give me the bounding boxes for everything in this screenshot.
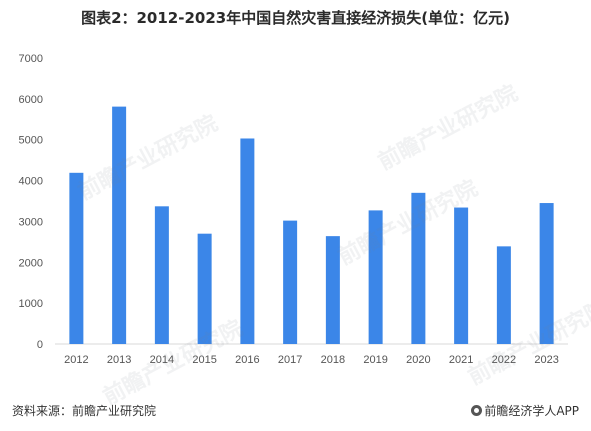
bar bbox=[539, 203, 554, 344]
bar-chart: 0 1000 2000 3000 4000 5000 6000 7000 2012 2013 201… bbox=[19, 53, 568, 366]
x-tick-label: 2017 bbox=[278, 354, 302, 366]
y-tick-label: 2000 bbox=[19, 257, 43, 269]
footer: 资料来源：前瞻产业研究院 前瞻经济学人APP bbox=[0, 398, 591, 424]
bar bbox=[454, 207, 469, 344]
x-tick-label: 2021 bbox=[449, 354, 473, 366]
bar bbox=[240, 138, 255, 344]
bar bbox=[325, 236, 340, 344]
y-tick-label: 6000 bbox=[19, 94, 43, 106]
bar bbox=[411, 192, 426, 344]
y-tick-label: 3000 bbox=[19, 216, 43, 228]
y-tick-label: 1000 bbox=[19, 298, 43, 310]
x-tick-label: 2023 bbox=[534, 354, 558, 366]
bar bbox=[154, 206, 169, 344]
x-tick-label: 2012 bbox=[64, 354, 88, 366]
chart-title: 图表2：2012-2023年中国自然灾害直接经济损失(单位：亿元) bbox=[81, 9, 510, 27]
y-tick-label: 4000 bbox=[19, 176, 43, 188]
x-tick-label: 2016 bbox=[235, 354, 259, 366]
x-tick-label: 2019 bbox=[363, 354, 387, 366]
y-tick-label: 5000 bbox=[19, 135, 43, 147]
bar bbox=[197, 233, 212, 344]
bar bbox=[496, 246, 511, 344]
x-tick-label: 2015 bbox=[192, 354, 216, 366]
x-tick-label: 2013 bbox=[107, 354, 131, 366]
brand-label: 前瞻经济学人APP bbox=[471, 402, 579, 419]
y-tick-label: 0 bbox=[37, 339, 43, 351]
bar bbox=[283, 220, 298, 344]
brand-text: 前瞻经济学人APP bbox=[484, 404, 579, 418]
bar bbox=[368, 210, 383, 344]
x-tick-label: 2020 bbox=[406, 354, 430, 366]
x-tick-label: 2022 bbox=[492, 354, 516, 366]
source-note: 资料来源：前瞻产业研究院 bbox=[12, 404, 157, 418]
bar bbox=[112, 106, 127, 345]
brand-logo-icon bbox=[471, 405, 483, 416]
bar bbox=[69, 172, 84, 344]
y-tick-label: 7000 bbox=[19, 53, 43, 65]
x-tick-label: 2018 bbox=[321, 354, 345, 366]
x-tick-label: 2014 bbox=[150, 354, 174, 366]
